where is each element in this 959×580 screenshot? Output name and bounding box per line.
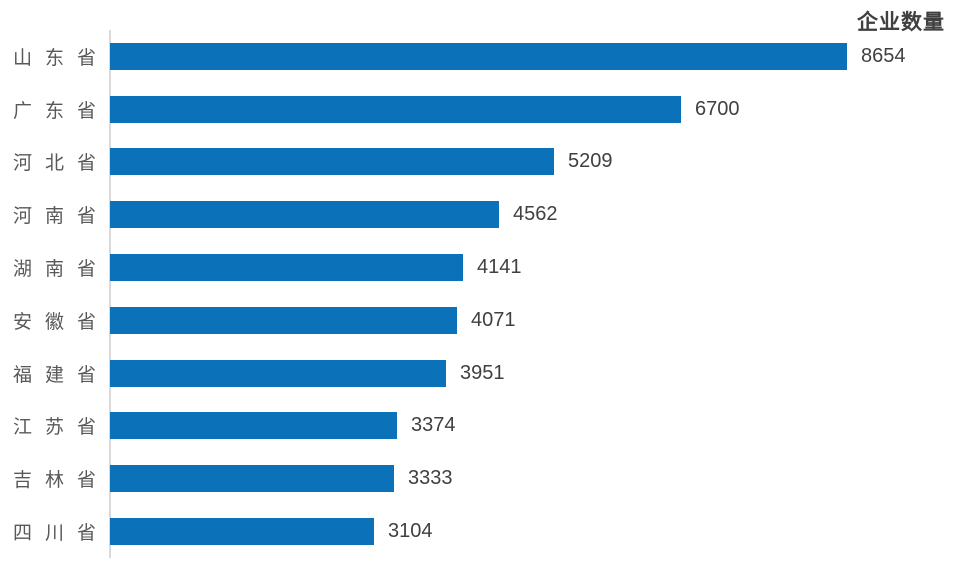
category-label: 山东省 <box>13 47 110 69</box>
category-label: 吉林省 <box>13 470 110 492</box>
value-label: 4071 <box>471 308 516 331</box>
value-label: 8654 <box>861 44 906 67</box>
value-label: 5209 <box>568 150 613 173</box>
value-label: 3951 <box>460 361 505 384</box>
bar-row: 吉林省 3333 <box>0 452 959 505</box>
value-label: 3374 <box>411 414 456 437</box>
bar <box>110 412 397 440</box>
bar-row: 四川省 3104 <box>0 505 959 558</box>
bar-row: 广东省 6700 <box>0 83 959 136</box>
category-label: 广东省 <box>13 100 110 122</box>
bar <box>110 148 554 176</box>
category-label: 安徽省 <box>13 311 110 333</box>
category-label: 江苏省 <box>13 417 110 439</box>
bar <box>110 95 681 123</box>
value-label: 6700 <box>695 97 740 120</box>
bar <box>110 254 463 282</box>
category-label: 湖南省 <box>13 259 110 281</box>
bar-row: 安徽省 4071 <box>0 294 959 347</box>
bar <box>110 42 847 70</box>
category-label: 河南省 <box>13 206 110 228</box>
bar-row: 河北省 5209 <box>0 136 959 189</box>
bar <box>110 306 457 334</box>
category-label: 福建省 <box>13 364 110 386</box>
bar-row: 河南省 4562 <box>0 188 959 241</box>
bar-row: 福建省 3951 <box>0 347 959 400</box>
bar <box>110 465 394 493</box>
bar <box>110 359 446 387</box>
category-axis-line <box>109 30 111 558</box>
bar-row: 湖南省 4141 <box>0 241 959 294</box>
bar-rows-container: 山东省 8654 广东省 6700 河北省 5209 河南省 4562 湖南省 4141 安徽省 40… <box>0 30 959 558</box>
bar-row: 江苏省 3374 <box>0 400 959 453</box>
bar-row: 山东省 8654 <box>0 30 959 83</box>
bar <box>110 518 374 546</box>
value-label: 3333 <box>408 467 453 490</box>
value-label: 3104 <box>388 520 433 543</box>
bar <box>110 201 499 229</box>
value-label: 4562 <box>513 203 558 226</box>
chart-title: 企业数量 <box>857 11 945 34</box>
category-label: 河北省 <box>13 153 110 175</box>
value-label: 4141 <box>477 256 522 279</box>
category-label: 四川省 <box>13 523 110 545</box>
